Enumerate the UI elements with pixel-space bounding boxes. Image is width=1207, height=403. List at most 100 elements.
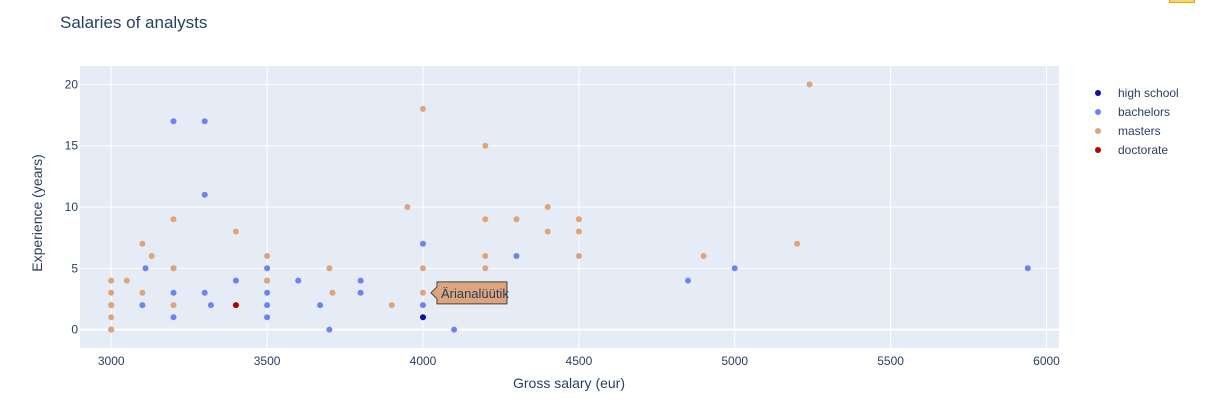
- x-tick-label: 5000: [721, 354, 748, 368]
- data-point[interactable]: [731, 265, 738, 272]
- data-point[interactable]: [295, 277, 302, 284]
- data-point[interactable]: [700, 253, 707, 259]
- x-tick-label: 3000: [98, 354, 125, 368]
- legend-marker: [1095, 128, 1101, 134]
- data-point[interactable]: [207, 302, 214, 309]
- data-point[interactable]: [108, 326, 115, 333]
- data-point[interactable]: [513, 253, 520, 259]
- data-point[interactable]: [170, 289, 177, 296]
- data-point[interactable]: [108, 277, 115, 284]
- data-points[interactable]: [108, 81, 1031, 333]
- y-tick-label: 10: [65, 200, 79, 214]
- legend-item[interactable]: doctorate: [1095, 143, 1168, 157]
- series-high-school[interactable]: [420, 314, 426, 321]
- data-point[interactable]: [170, 302, 177, 309]
- legend-label: doctorate: [1118, 143, 1168, 157]
- legend-label: masters: [1118, 124, 1161, 138]
- x-axis-title: Gross salary (eur): [513, 375, 625, 391]
- data-point[interactable]: [264, 265, 271, 272]
- x-tick-label: 4500: [566, 354, 593, 368]
- y-tick-label: 0: [71, 323, 78, 337]
- data-point[interactable]: [264, 289, 271, 296]
- data-point[interactable]: [326, 265, 333, 272]
- data-point[interactable]: [420, 302, 426, 309]
- data-point[interactable]: [357, 289, 364, 296]
- data-point[interactable]: [264, 253, 271, 259]
- data-point[interactable]: [108, 302, 115, 309]
- modebar-indicator[interactable]: [1169, 0, 1195, 3]
- data-point[interactable]: [326, 326, 333, 333]
- data-point[interactable]: [575, 216, 582, 223]
- data-point[interactable]: [544, 228, 551, 235]
- data-point[interactable]: [388, 302, 395, 309]
- data-point[interactable]: [329, 289, 336, 296]
- hover-label: Ärianalüütik: [430, 281, 509, 305]
- data-point[interactable]: [170, 118, 177, 125]
- data-point[interactable]: [420, 314, 426, 321]
- data-point[interactable]: [420, 240, 426, 247]
- data-point[interactable]: [685, 277, 691, 284]
- legend-item[interactable]: high school: [1095, 86, 1179, 100]
- data-point[interactable]: [139, 240, 146, 247]
- data-point[interactable]: [139, 289, 146, 296]
- legend-marker: [1095, 147, 1101, 153]
- data-point[interactable]: [142, 265, 149, 272]
- data-point[interactable]: [451, 326, 458, 333]
- y-tick-label: 5: [71, 261, 78, 275]
- data-point[interactable]: [806, 81, 813, 88]
- series-masters[interactable]: [108, 81, 813, 333]
- data-point[interactable]: [264, 302, 271, 309]
- series-doctorate[interactable]: [232, 302, 239, 309]
- hover-tooltip: Ärianalüütik: [430, 281, 509, 305]
- legend-marker: [1095, 90, 1101, 96]
- data-point[interactable]: [317, 302, 324, 309]
- data-point[interactable]: [148, 253, 155, 259]
- data-point[interactable]: [575, 253, 582, 259]
- data-point[interactable]: [108, 314, 115, 321]
- legend-item[interactable]: masters: [1095, 124, 1161, 138]
- legend-label: bachelors: [1118, 105, 1170, 119]
- series-bachelors[interactable]: [108, 118, 1031, 333]
- data-point[interactable]: [482, 265, 489, 272]
- x-tick-label: 4000: [410, 354, 437, 368]
- x-tick-label: 6000: [1033, 354, 1060, 368]
- data-point[interactable]: [513, 216, 520, 223]
- data-point[interactable]: [201, 289, 208, 296]
- data-point[interactable]: [232, 228, 239, 235]
- data-point[interactable]: [170, 314, 177, 321]
- data-point[interactable]: [420, 265, 426, 272]
- data-point[interactable]: [232, 277, 239, 284]
- data-point[interactable]: [544, 204, 551, 210]
- data-point[interactable]: [575, 228, 582, 235]
- gridlines: [80, 66, 1059, 348]
- data-point[interactable]: [108, 289, 115, 296]
- legend-item[interactable]: bachelors: [1095, 105, 1170, 119]
- data-point[interactable]: [232, 302, 239, 309]
- data-point[interactable]: [404, 204, 411, 210]
- hover-box: [430, 281, 508, 305]
- data-point[interactable]: [264, 314, 271, 321]
- data-point[interactable]: [357, 277, 364, 284]
- data-point[interactable]: [264, 277, 271, 284]
- x-tick-label: 5500: [877, 354, 904, 368]
- data-point[interactable]: [139, 302, 146, 309]
- data-point[interactable]: [482, 142, 489, 149]
- data-point[interactable]: [420, 289, 426, 296]
- data-point[interactable]: [794, 240, 801, 247]
- x-tick-label: 3500: [254, 354, 281, 368]
- data-point[interactable]: [1024, 265, 1031, 272]
- data-point[interactable]: [123, 277, 130, 284]
- data-point[interactable]: [170, 265, 177, 272]
- legend-label: high school: [1118, 86, 1179, 100]
- data-point[interactable]: [201, 191, 208, 198]
- data-point[interactable]: [482, 216, 489, 223]
- data-point[interactable]: [420, 105, 426, 112]
- legend-marker: [1095, 109, 1101, 115]
- tick-labels: 3000 3500 4000 4500 5000 5500 6000 0 5 10 15 20: [65, 77, 1061, 368]
- legend[interactable]: high school bachelors masters doctorate: [1095, 86, 1179, 157]
- chart-title: Salaries of analysts: [60, 13, 207, 32]
- data-point[interactable]: [201, 118, 208, 125]
- data-point[interactable]: [170, 216, 177, 223]
- data-point[interactable]: [482, 253, 489, 259]
